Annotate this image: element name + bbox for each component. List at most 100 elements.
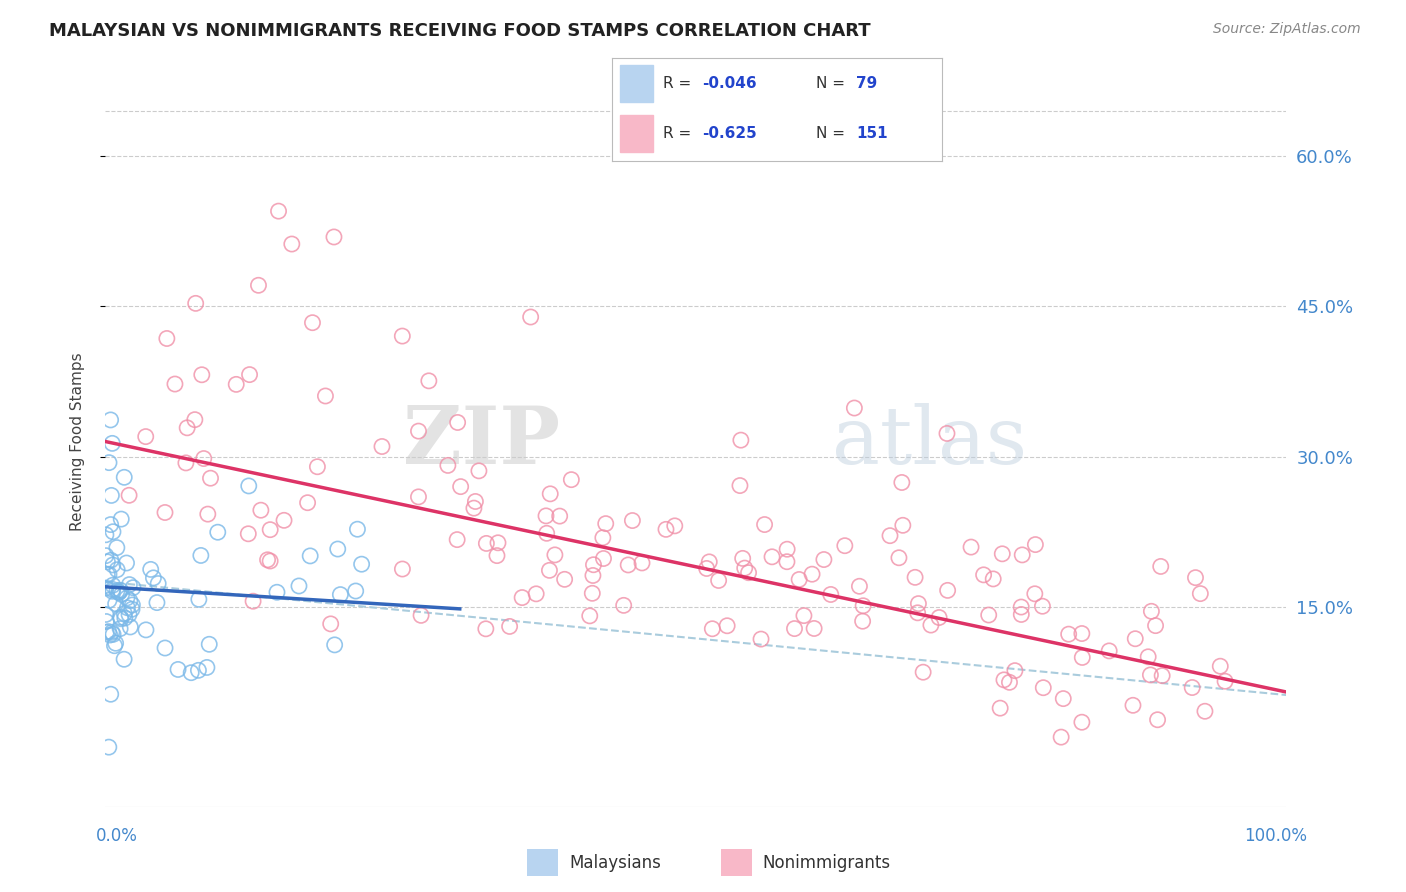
Point: [96, 615, 118, 629]
Point: [468, 464, 491, 478]
Point: [288, 579, 311, 593]
Point: [464, 494, 486, 508]
Point: [112, 652, 135, 666]
Point: [988, 701, 1011, 715]
Point: [754, 517, 776, 532]
Point: [803, 622, 825, 636]
Point: [904, 570, 927, 584]
Text: Source: ZipAtlas.com: Source: ZipAtlas.com: [1213, 22, 1361, 37]
Point: [259, 523, 281, 537]
Point: [135, 623, 157, 637]
Point: [112, 470, 135, 484]
Point: [108, 622, 131, 636]
Point: [105, 563, 128, 577]
Point: [734, 561, 756, 575]
Point: [498, 619, 520, 633]
Point: [716, 619, 738, 633]
Point: [391, 329, 413, 343]
Point: [1146, 713, 1168, 727]
Point: [238, 368, 260, 382]
Point: [655, 522, 678, 536]
Point: [323, 638, 346, 652]
Point: [730, 433, 752, 447]
Point: [193, 451, 215, 466]
Point: [928, 610, 950, 624]
Point: [329, 588, 352, 602]
Point: [1098, 644, 1121, 658]
Point: [139, 562, 162, 576]
Point: [105, 584, 128, 599]
Point: [446, 533, 468, 547]
Point: [114, 611, 136, 625]
Point: [100, 488, 122, 502]
Point: [991, 547, 1014, 561]
Point: [100, 517, 122, 532]
Point: [191, 368, 214, 382]
Point: [350, 557, 373, 571]
Point: [118, 488, 141, 502]
Point: [319, 616, 342, 631]
Text: Malaysians: Malaysians: [569, 854, 661, 871]
Point: [617, 558, 640, 572]
Point: [485, 549, 508, 563]
Point: [301, 316, 323, 330]
Point: [834, 539, 856, 553]
Text: Nonimmigrants: Nonimmigrants: [762, 854, 890, 871]
Point: [1150, 559, 1173, 574]
Point: [696, 561, 718, 575]
Point: [98, 456, 121, 470]
Point: [548, 509, 571, 524]
Point: [578, 608, 600, 623]
Point: [408, 490, 430, 504]
Point: [195, 660, 218, 674]
Point: [135, 429, 157, 443]
Point: [776, 555, 799, 569]
Point: [101, 558, 124, 572]
Point: [936, 426, 959, 441]
Point: [97, 740, 120, 755]
Point: [581, 586, 603, 600]
Point: [418, 374, 440, 388]
Point: [115, 556, 138, 570]
Point: [108, 585, 131, 599]
Point: [117, 600, 139, 615]
Point: [621, 514, 644, 528]
Point: [200, 471, 222, 485]
Point: [907, 597, 929, 611]
Point: [96, 567, 118, 582]
Point: [108, 585, 131, 599]
Text: 79: 79: [856, 76, 877, 91]
Point: [323, 230, 346, 244]
Point: [96, 555, 118, 569]
Text: -0.046: -0.046: [703, 76, 756, 91]
Point: [142, 571, 165, 585]
Point: [510, 591, 533, 605]
Point: [103, 639, 125, 653]
Point: [852, 614, 875, 628]
Point: [887, 550, 910, 565]
Point: [749, 632, 772, 646]
Point: [344, 584, 367, 599]
Point: [101, 627, 124, 641]
Point: [259, 554, 281, 568]
Point: [879, 529, 901, 543]
Point: [1184, 571, 1206, 585]
Point: [524, 587, 547, 601]
Point: [475, 536, 498, 550]
Point: [94, 549, 117, 563]
Point: [94, 528, 117, 542]
Point: [1181, 681, 1204, 695]
Point: [776, 542, 799, 557]
Point: [115, 591, 138, 605]
Point: [1011, 548, 1033, 562]
Point: [100, 413, 122, 427]
Point: [105, 541, 128, 555]
Point: [595, 516, 617, 531]
Point: [998, 675, 1021, 690]
Point: [409, 608, 432, 623]
Point: [250, 503, 273, 517]
Point: [97, 624, 120, 639]
Text: ZIP: ZIP: [404, 402, 560, 481]
Point: [1032, 681, 1054, 695]
Point: [190, 549, 212, 563]
